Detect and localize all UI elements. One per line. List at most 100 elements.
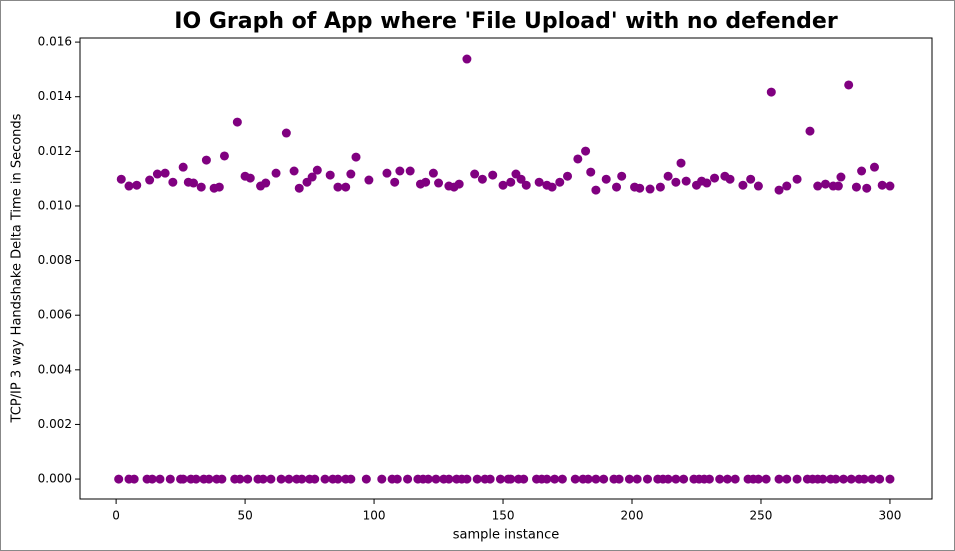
x-tick-label: 100 [363, 509, 386, 523]
scatter-point [405, 166, 415, 176]
scatter-point [196, 182, 206, 192]
scatter-point [547, 182, 557, 192]
scatter-point [470, 169, 480, 179]
scatter-point [472, 474, 482, 484]
scatter-point [624, 474, 634, 484]
scatter-point [875, 474, 885, 484]
scatter-point [312, 165, 322, 175]
scatter-point [642, 474, 652, 484]
y-tick-label: 0.010 [38, 198, 72, 212]
scatter-point [284, 474, 294, 484]
y-tick-label: 0.008 [38, 253, 72, 267]
scatter-point [702, 178, 712, 188]
x-tick-label: 0 [112, 509, 120, 523]
scatter-point [160, 168, 170, 178]
scatter-point [485, 474, 495, 484]
scatter-point [846, 474, 856, 484]
scatter-point [570, 474, 580, 484]
scatter-point [145, 175, 155, 185]
scatter-point [550, 474, 560, 484]
x-tick-label: 150 [492, 509, 515, 523]
scatter-point [782, 181, 792, 191]
x-tick-label: 300 [879, 509, 902, 523]
scatter-point [818, 474, 828, 484]
y-tick-label: 0.016 [38, 35, 72, 49]
scatter-point [364, 175, 374, 185]
scatter-point [297, 474, 307, 484]
scatter-point [617, 171, 627, 181]
y-tick-label: 0.002 [38, 417, 72, 431]
scatter-point [555, 177, 565, 187]
scatter-point [614, 474, 624, 484]
scatter-point [434, 178, 444, 188]
scatter-point [421, 177, 431, 187]
scatter-point [116, 174, 126, 184]
scatter-point [676, 158, 686, 168]
scatter-point [679, 474, 689, 484]
scatter-point [519, 474, 529, 484]
scatter-point [310, 474, 320, 484]
scatter-point [307, 172, 317, 182]
scatter-point [403, 474, 413, 484]
scatter-point [601, 174, 611, 184]
scatter-point [261, 178, 271, 188]
scatter-point [462, 54, 472, 64]
scatter-point [333, 474, 343, 484]
scatter-point [766, 87, 776, 97]
y-tick-label: 0.006 [38, 308, 72, 322]
scatter-point [498, 180, 508, 190]
plot-frame [79, 37, 933, 500]
scatter-point [782, 474, 792, 484]
y-tick-label: 0.000 [38, 472, 72, 486]
scatter-point [423, 474, 433, 484]
scatter-point [557, 474, 567, 484]
scatter-point [862, 183, 872, 193]
scatter-point [444, 474, 454, 484]
scatter-point [671, 474, 681, 484]
scatter-point [581, 146, 591, 156]
scatter-point [792, 174, 802, 184]
scatter-point [671, 177, 681, 187]
scatter-point [243, 474, 253, 484]
scatter-point [132, 180, 142, 190]
y-axis-label: TCP/IP 3 way Handshake Delta Time in Sec… [10, 113, 25, 423]
scatter-point [632, 474, 642, 484]
x-tick-label: 250 [750, 509, 773, 523]
scatter-point [201, 155, 211, 165]
scatter-point [214, 182, 224, 192]
scatter-point [276, 474, 286, 484]
scatter-point [722, 474, 732, 484]
scatter-point [599, 474, 609, 484]
scatter-point [506, 474, 516, 484]
scatter-point [792, 474, 802, 484]
scatter-point [488, 170, 498, 180]
scatter-point [738, 180, 748, 190]
scatter-point [341, 182, 351, 192]
scatter-point [663, 474, 673, 484]
scatter-point [235, 474, 245, 484]
scatter-point [217, 474, 227, 484]
scatter-point [155, 474, 165, 484]
scatter-point [390, 177, 400, 187]
x-tick-label: 50 [237, 509, 252, 523]
scatter-point [725, 174, 735, 184]
x-tick-label: 200 [621, 509, 644, 523]
chart-title: IO Graph of App where 'File Upload' with… [174, 9, 838, 34]
scatter-point [431, 474, 441, 484]
scatter-point [178, 474, 188, 484]
scatter-point [681, 176, 691, 186]
scatter-point [813, 181, 823, 191]
scatter-point [294, 183, 304, 193]
scatter-point [124, 181, 134, 191]
scatter-point [281, 128, 291, 138]
scatter-point [885, 181, 895, 191]
x-axis-label: sample instance [453, 528, 559, 543]
scatter-point [534, 177, 544, 187]
scatter-point [506, 177, 516, 187]
scatter-point [833, 181, 843, 191]
scatter-point [320, 474, 330, 484]
scatter-point [346, 169, 356, 179]
scatter-point [805, 126, 815, 136]
y-tick-label: 0.004 [38, 362, 72, 376]
